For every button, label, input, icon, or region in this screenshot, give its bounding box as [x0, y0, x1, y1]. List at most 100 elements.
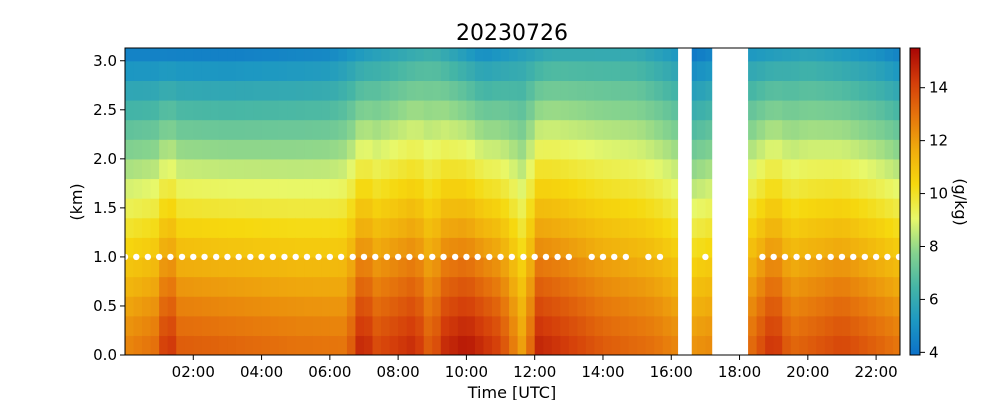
heatmap-cell: [218, 237, 229, 258]
heatmap-cell: [824, 60, 835, 81]
heatmap-cell: [850, 198, 860, 219]
heatmap-cell: [167, 315, 177, 336]
heatmap-cell: [218, 60, 229, 81]
heatmap-cell: [142, 48, 152, 62]
heatmap-cell: [218, 139, 229, 160]
heatmap-cell: [790, 256, 800, 278]
heatmap-cell: [363, 139, 374, 160]
colorbar-ticks: 4 6 8 10 12 14: [920, 79, 948, 361]
heatmap-cell: [133, 198, 143, 219]
heatmap-cell: [782, 158, 792, 180]
heatmap-cell: [227, 80, 237, 101]
heatmap-cell: [142, 119, 152, 140]
heatmap-cell: [654, 217, 664, 238]
heatmap-cell: [671, 119, 681, 140]
heatmap-cell: [594, 276, 604, 297]
heatmap-cell: [765, 178, 775, 199]
boundary-marker: [190, 253, 197, 261]
heatmap-cell: [381, 139, 391, 160]
heatmap-cell: [568, 178, 578, 199]
heatmap-cell: [261, 80, 271, 101]
heatmap-cell: [381, 178, 391, 199]
heatmap-cell: [884, 139, 894, 160]
heatmap-cell: [876, 139, 886, 160]
heatmap-cell: [628, 178, 638, 199]
heatmap-cell: [329, 256, 339, 278]
heatmap-cell: [295, 119, 305, 140]
plot-frame: [124, 47, 901, 356]
heatmap-cell: [893, 335, 900, 355]
heatmap-cell: [884, 48, 894, 62]
heatmap-cell: [321, 80, 331, 101]
heatmap-cell: [346, 119, 357, 140]
heatmap-cell: [346, 48, 357, 62]
heatmap-cell: [381, 237, 391, 258]
heatmap-cell: [833, 80, 843, 101]
heatmap-cell: [654, 276, 664, 297]
colorbar-tick-label: 6: [929, 290, 939, 308]
heatmap-cell: [748, 198, 758, 219]
heatmap-cell: [602, 48, 613, 62]
heatmap-cell: [235, 237, 246, 258]
boundary-marker: [804, 253, 812, 261]
heatmap-cell: [748, 80, 758, 101]
heatmap-cell: [500, 158, 510, 180]
heatmap-cell: [654, 139, 664, 160]
heatmap-cell: [142, 276, 152, 297]
heatmap-cell: [389, 178, 399, 199]
heatmap-cell: [142, 178, 152, 199]
heatmap-cell: [816, 139, 826, 160]
heatmap-cell: [645, 139, 655, 160]
heatmap-cell: [125, 60, 135, 81]
heatmap-cell: [363, 335, 374, 355]
heatmap-cell: [859, 60, 869, 81]
heatmap-cell: [193, 178, 203, 199]
boundary-marker: [235, 253, 242, 261]
heatmap-cell: [415, 256, 425, 278]
heatmap-cell: [218, 48, 229, 62]
heatmap-cell: [526, 296, 536, 317]
heatmap-cell: [227, 198, 237, 219]
heatmap-cell: [474, 48, 485, 62]
heatmap-cell: [850, 139, 860, 160]
heatmap-cell: [278, 158, 288, 180]
heatmap-cell: [270, 217, 280, 238]
heatmap-cell: [577, 296, 587, 317]
heatmap-cell: [782, 237, 792, 258]
heatmap-cell: [474, 139, 485, 160]
heatmap-cell: [585, 276, 596, 297]
heatmap-cell: [654, 198, 664, 219]
heatmap-cell: [474, 60, 485, 81]
heatmap-cell: [278, 48, 288, 62]
heatmap-cell: [833, 99, 843, 121]
heatmap-cell: [765, 315, 775, 336]
heatmap-cell: [807, 178, 817, 199]
heatmap-cell: [807, 80, 817, 101]
heatmap-cell: [466, 296, 476, 317]
heatmap-cell: [526, 60, 536, 81]
heatmap-cell: [824, 99, 835, 121]
heatmap-cell: [244, 237, 254, 258]
boundary-marker: [383, 253, 391, 261]
heatmap-cell: [159, 80, 169, 101]
heatmap-cell: [244, 178, 254, 199]
heatmap-cell: [415, 158, 425, 180]
heatmap-cell: [611, 237, 621, 258]
heatmap-cell: [346, 296, 357, 317]
heatmap-cell: [210, 296, 220, 317]
heatmap-cell: [841, 139, 852, 160]
boundary-marker: [895, 253, 900, 261]
heatmap-cell: [278, 80, 288, 101]
heatmap-cell: [167, 217, 177, 238]
heatmap-cell: [637, 80, 647, 101]
boundary-marker: [349, 253, 356, 261]
heatmap-cell: [210, 178, 220, 199]
heatmap-cell: [449, 178, 459, 199]
heatmap-cell: [483, 119, 493, 140]
heatmap-cell: [406, 217, 416, 238]
heatmap-cell: [756, 48, 766, 62]
heatmap-cell: [876, 256, 886, 278]
boundary-marker: [394, 253, 402, 261]
heatmap-cell: [150, 198, 160, 219]
heatmap-cell: [210, 80, 220, 101]
